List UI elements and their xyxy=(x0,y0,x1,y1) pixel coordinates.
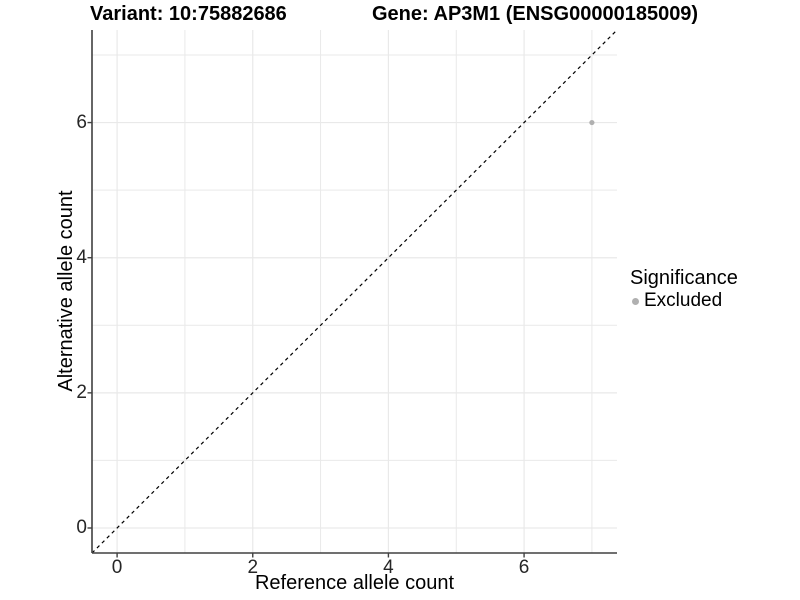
identity-reference-line xyxy=(91,29,618,554)
y-tick-label: 0 xyxy=(76,516,87,538)
y-tick-label: 6 xyxy=(76,111,87,133)
plot-title-gene: Gene: AP3M1 (ENSG00000185009) xyxy=(372,3,699,25)
y-tick-label: 2 xyxy=(76,381,87,403)
legend-item-excluded: Excluded xyxy=(628,291,738,311)
legend: Significance Excluded xyxy=(628,268,738,311)
legend-item-label: Excluded xyxy=(644,290,723,311)
plot-title-variant: Variant: 10:75882686 xyxy=(90,3,287,25)
x-tick-label: 4 xyxy=(383,557,394,578)
legend-title: Significance xyxy=(630,267,738,289)
y-tick-label: 4 xyxy=(76,246,87,268)
data-point-excluded xyxy=(589,119,595,126)
x-tick-label: 6 xyxy=(518,557,530,578)
x-tick-label: 2 xyxy=(247,557,259,578)
excluded-point-icon xyxy=(632,297,639,305)
x-tick-label: 0 xyxy=(111,557,123,578)
x-axis-title: Reference allele count xyxy=(254,572,454,594)
